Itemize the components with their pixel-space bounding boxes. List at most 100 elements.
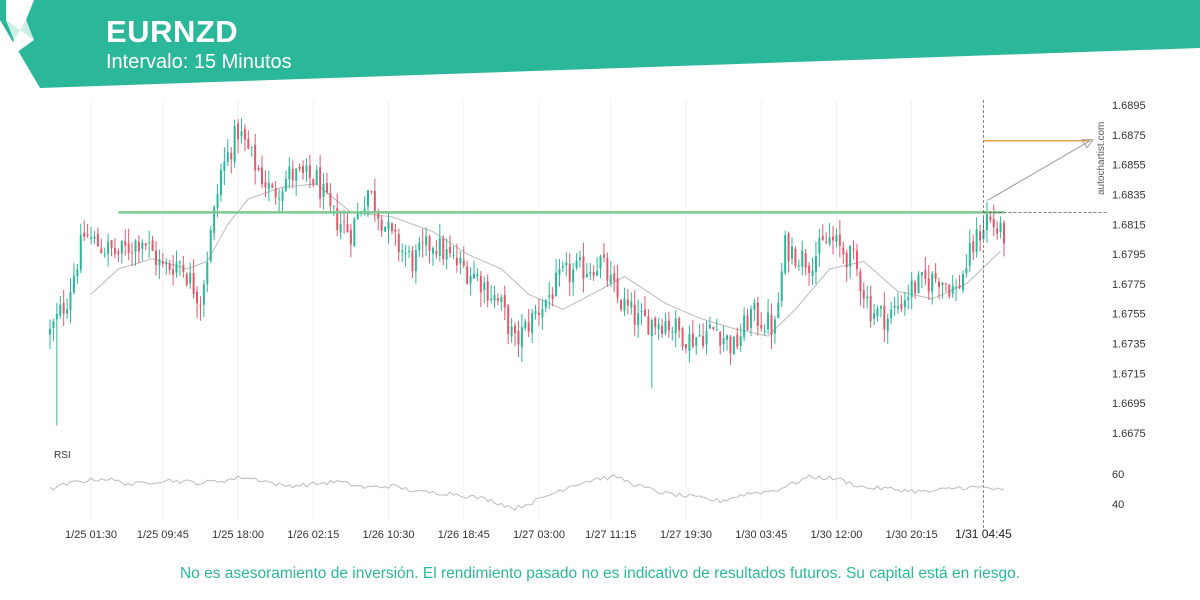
rsi-label: RSI [54, 450, 71, 461]
candle [944, 283, 947, 292]
candle [117, 248, 120, 263]
candle [917, 271, 920, 294]
candle [743, 307, 746, 342]
candle [979, 224, 982, 252]
rsi-line [49, 474, 1005, 512]
candle [688, 325, 691, 363]
candle [842, 241, 845, 264]
candle [527, 309, 530, 338]
candle [219, 163, 222, 202]
candle [124, 229, 127, 256]
candle [442, 235, 445, 266]
candle [250, 146, 253, 157]
candle [373, 178, 376, 222]
candle [120, 240, 123, 264]
candle [428, 234, 431, 264]
candle [551, 287, 554, 307]
candle [691, 319, 694, 349]
candle [62, 289, 65, 327]
candle [524, 319, 527, 331]
candle [144, 243, 147, 251]
candle [312, 178, 315, 188]
candle [705, 320, 708, 355]
candle [438, 223, 441, 262]
candle [83, 220, 86, 242]
candle [59, 296, 62, 320]
current-time-label: 1/31 04:45 [955, 527, 1012, 541]
candle [302, 160, 305, 180]
candle [780, 262, 783, 308]
candle [534, 304, 537, 320]
candle [431, 246, 434, 266]
candle [346, 213, 349, 233]
candle [643, 296, 646, 317]
price-tick-label: 1.6775 [1112, 279, 1146, 291]
candle [999, 216, 1002, 239]
candle [828, 223, 831, 247]
candle [784, 230, 787, 276]
candle [903, 291, 906, 316]
candle [370, 190, 373, 195]
candle [732, 335, 735, 355]
candle [681, 326, 684, 351]
candle [172, 255, 175, 286]
candle [968, 229, 971, 273]
time-tick-label: 1/27 19:30 [660, 529, 712, 541]
candle [544, 299, 547, 313]
candle [572, 262, 575, 296]
candle [168, 259, 171, 275]
candle [278, 189, 281, 212]
candle [520, 313, 523, 363]
candle [797, 259, 800, 271]
candle [938, 278, 941, 300]
candle [466, 260, 469, 285]
candle [602, 243, 605, 263]
candle [746, 308, 749, 331]
candle [722, 325, 725, 352]
candle [202, 279, 205, 318]
candle [243, 124, 246, 152]
candle [421, 228, 424, 258]
watermark: autochartist.com [1096, 122, 1107, 195]
candle [151, 235, 154, 251]
candle [811, 257, 814, 286]
candle [873, 304, 876, 326]
candle [541, 298, 544, 330]
candle [462, 246, 465, 269]
candle [777, 292, 780, 319]
candle [531, 308, 534, 343]
candle [678, 316, 681, 339]
candle [496, 293, 499, 306]
candle [579, 250, 581, 268]
pattern-levels [118, 100, 1108, 530]
candle [808, 262, 811, 286]
candle [879, 305, 882, 318]
candle [339, 210, 342, 240]
candle [247, 130, 250, 150]
candle [308, 154, 311, 189]
candle [192, 259, 195, 299]
candle [240, 118, 243, 144]
candle [555, 258, 558, 297]
candle [165, 257, 168, 275]
candle [599, 254, 602, 279]
candle [271, 182, 274, 189]
candle [729, 334, 732, 365]
candle [414, 244, 417, 284]
candle [127, 228, 130, 261]
candle [890, 301, 893, 325]
candle [654, 316, 657, 336]
candle [825, 232, 828, 245]
candle [708, 316, 711, 329]
candle [640, 303, 643, 326]
rsi-panel: 60 40 [49, 469, 1124, 512]
candle [773, 316, 776, 344]
candle [325, 173, 328, 195]
candle [633, 290, 636, 336]
candle [558, 258, 561, 287]
time-tick-label: 1/26 18:45 [438, 529, 490, 541]
rsi-tick-label: 60 [1112, 469, 1124, 481]
candle [274, 181, 277, 205]
candle [664, 313, 667, 336]
candle [575, 253, 578, 271]
